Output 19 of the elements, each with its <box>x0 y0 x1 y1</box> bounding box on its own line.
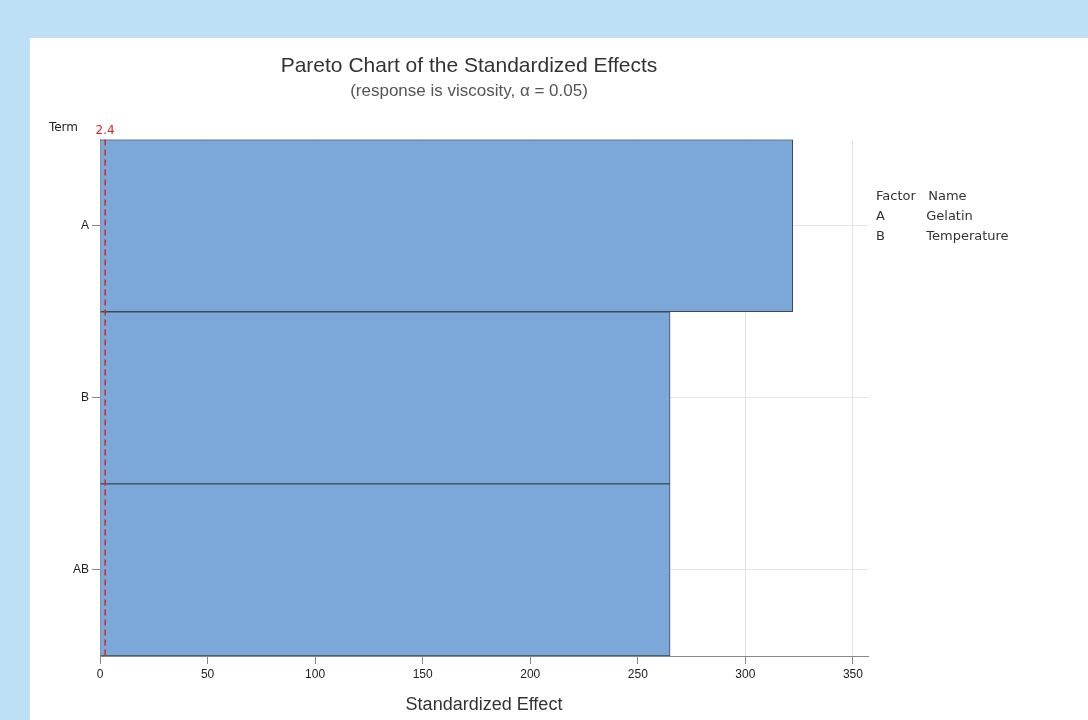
chart-subtitle: (response is viscosity, α = 0.05) <box>350 81 588 101</box>
text: A Gelatin <box>876 207 974 225</box>
x-tick-label: 0 <box>96 666 104 681</box>
x-tick-label: 350 <box>842 666 864 681</box>
text: B Temperature <box>876 227 1009 245</box>
ref-line-label: 2.4 <box>95 122 115 137</box>
x-tick-label: 250 <box>627 666 649 681</box>
x-tick-label: 300 <box>735 666 756 681</box>
x-tick-label: 100 <box>305 666 326 681</box>
y-tick-label: AB <box>72 562 90 577</box>
chart-title: Pareto Chart of the Standardized Effects <box>280 53 658 77</box>
x-tick-label: 200 <box>520 666 541 681</box>
x-tick-label: 150 <box>412 666 434 681</box>
text: Factor Name <box>876 187 968 205</box>
y-axis-title: Term <box>47 119 79 134</box>
y-tick-label: B <box>80 390 90 405</box>
y-tick-label: A <box>80 217 90 232</box>
x-axis-title: Standardized Effect <box>405 694 563 715</box>
x-tick-label: 50 <box>200 666 215 681</box>
